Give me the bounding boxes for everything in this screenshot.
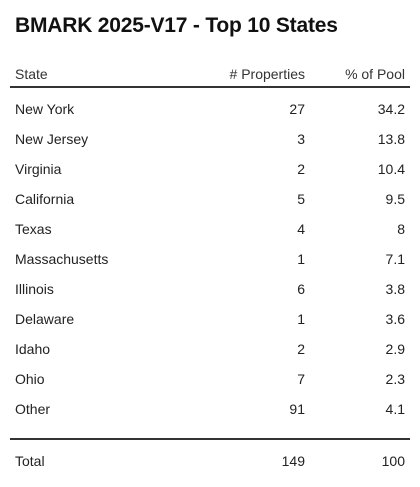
- total-row: Total 149 100: [10, 446, 410, 476]
- property-count: 4: [297, 221, 305, 237]
- page-title: BMARK 2025-V17 - Top 10 States: [15, 14, 338, 37]
- state-name: Texas: [15, 221, 52, 237]
- table-row: Ohio 7 2.3: [10, 364, 410, 394]
- state-name: Idaho: [15, 341, 51, 357]
- total-pct-of-pool: 100: [381, 453, 405, 469]
- property-count: 3: [297, 131, 305, 147]
- state-name: Massachusetts: [15, 251, 109, 267]
- table-row: Massachusetts 1 7.1: [10, 244, 410, 274]
- pct-of-pool: 4.1: [385, 401, 405, 417]
- pct-of-pool: 3.8: [385, 281, 405, 297]
- state-name: California: [15, 191, 75, 207]
- table-row: Delaware 1 3.6: [10, 304, 410, 334]
- total-property-count: 149: [281, 453, 305, 469]
- table-row: California 5 9.5: [10, 184, 410, 214]
- pct-of-pool: 3.6: [385, 311, 405, 327]
- property-count: 91: [289, 401, 305, 417]
- state-name: Ohio: [15, 371, 45, 387]
- table-row: New Jersey 3 13.8: [10, 124, 410, 154]
- state-name: Other: [15, 401, 51, 417]
- state-name: New Jersey: [15, 131, 89, 147]
- column-header-properties: # Properties: [229, 66, 305, 82]
- total-divider: [10, 438, 410, 440]
- property-count: 27: [289, 101, 305, 117]
- table-row: Idaho 2 2.9: [10, 334, 410, 364]
- pct-of-pool: 2.3: [385, 371, 405, 387]
- table-header: State # Properties % of Pool: [10, 62, 410, 88]
- table-row: Virginia 2 10.4: [10, 154, 410, 184]
- pct-of-pool: 2.9: [385, 341, 405, 357]
- total-label: Total: [15, 453, 45, 469]
- property-count: 1: [297, 251, 305, 267]
- state-name: Delaware: [15, 311, 75, 327]
- pct-of-pool: 10.4: [377, 161, 405, 177]
- table-row: Texas 4 8: [10, 214, 410, 244]
- state-name: Illinois: [15, 281, 54, 297]
- property-count: 2: [297, 341, 305, 357]
- pct-of-pool: 13.8: [377, 131, 405, 147]
- table-row: New York 27 34.2: [10, 94, 410, 124]
- table-body: New York 27 34.2 New Jersey 3 13.8 Virgi…: [10, 88, 410, 424]
- property-count: 1: [297, 311, 305, 327]
- column-header-pct-of-pool: % of Pool: [345, 66, 405, 82]
- pct-of-pool: 8: [397, 221, 405, 237]
- property-count: 2: [297, 161, 305, 177]
- pct-of-pool: 7.1: [385, 251, 405, 267]
- property-count: 5: [297, 191, 305, 207]
- pct-of-pool: 34.2: [377, 101, 405, 117]
- table-row: Illinois 6 3.8: [10, 274, 410, 304]
- property-count: 6: [297, 281, 305, 297]
- state-name: Virginia: [15, 161, 62, 177]
- pct-of-pool: 9.5: [385, 191, 405, 207]
- property-count: 7: [297, 371, 305, 387]
- states-table: State # Properties % of Pool New York 27…: [10, 62, 410, 476]
- column-header-state: State: [15, 66, 48, 82]
- table-row: Other 91 4.1: [10, 394, 410, 424]
- state-name: New York: [15, 101, 75, 117]
